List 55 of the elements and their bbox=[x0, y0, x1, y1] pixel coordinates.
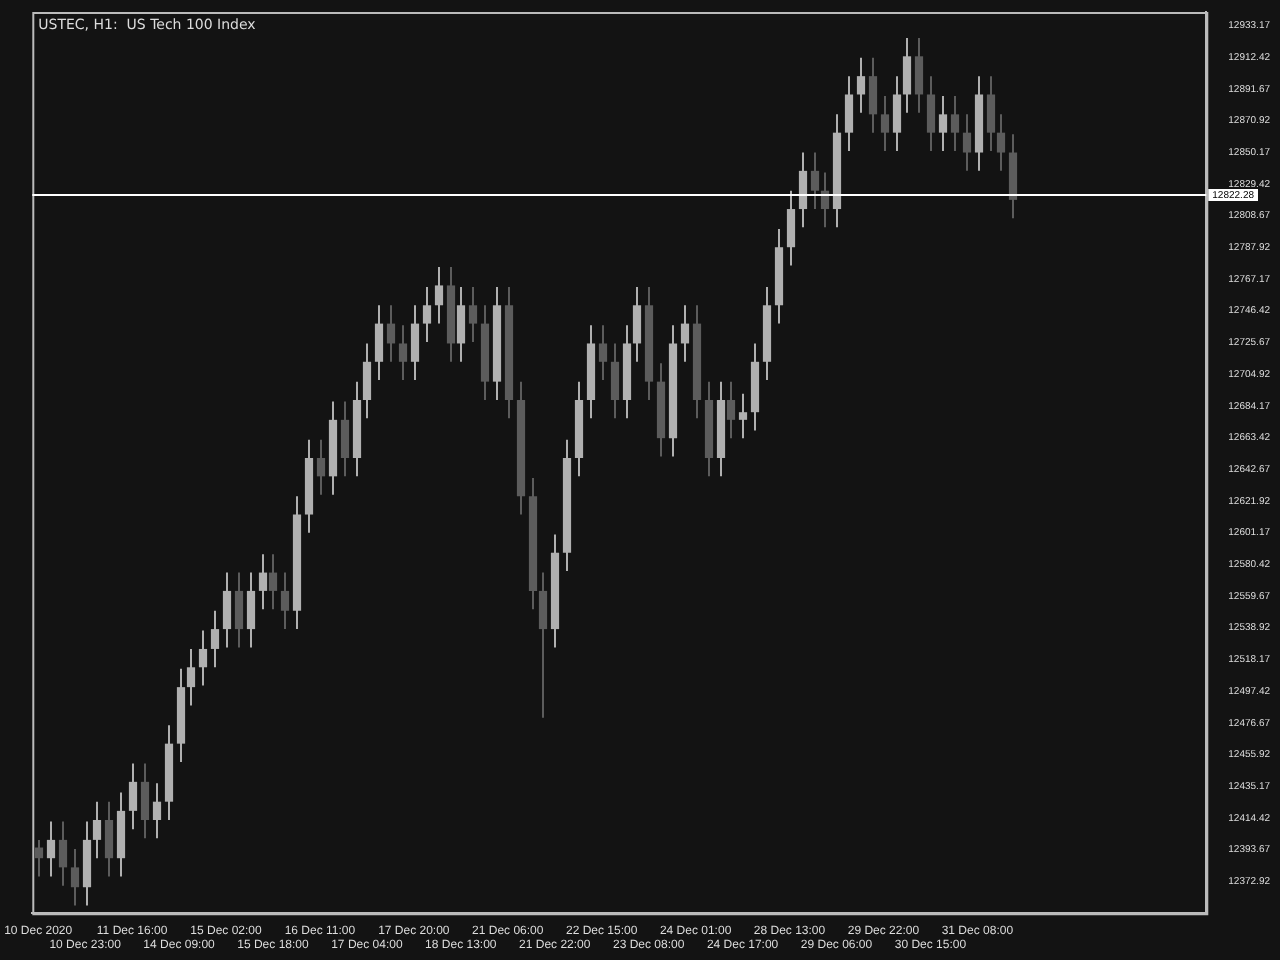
candlestick bbox=[140, 762, 150, 840]
candlestick bbox=[398, 324, 408, 382]
candlestick bbox=[268, 553, 278, 611]
candlestick bbox=[198, 629, 208, 687]
candlestick bbox=[914, 36, 924, 114]
candlestick bbox=[632, 285, 642, 363]
candlestick bbox=[926, 75, 936, 152]
candlestick bbox=[434, 266, 444, 325]
candlestick bbox=[1008, 133, 1018, 220]
candlestick bbox=[610, 342, 620, 420]
candlestick bbox=[246, 571, 256, 649]
candlestick bbox=[82, 820, 92, 907]
candlestick bbox=[880, 95, 890, 152]
candlestick bbox=[468, 285, 478, 343]
candlestick bbox=[598, 324, 608, 382]
candlestick bbox=[70, 848, 80, 907]
candlestick bbox=[258, 553, 268, 611]
candlestick bbox=[410, 304, 420, 382]
candlestick bbox=[92, 800, 102, 860]
candlestick bbox=[234, 571, 244, 649]
candlestick bbox=[810, 151, 820, 211]
candlestick bbox=[902, 36, 912, 114]
candlestick bbox=[950, 95, 960, 152]
candlestick bbox=[128, 762, 138, 831]
candlestick bbox=[186, 647, 196, 707]
candlestick bbox=[962, 113, 972, 172]
candlestick bbox=[996, 113, 1006, 172]
candlestick bbox=[738, 392, 748, 440]
candlestick bbox=[280, 571, 290, 631]
candlestick bbox=[104, 800, 114, 878]
candlestick bbox=[680, 304, 690, 363]
candlestick bbox=[340, 400, 350, 478]
candlestick bbox=[210, 609, 220, 669]
candlestick bbox=[986, 75, 996, 152]
candlestick bbox=[538, 571, 548, 719]
candlestick bbox=[46, 820, 56, 878]
candlestick bbox=[386, 304, 396, 363]
candlestick bbox=[222, 571, 232, 649]
candlestick bbox=[116, 791, 126, 878]
candlestick bbox=[316, 438, 326, 496]
candlestick bbox=[374, 304, 384, 382]
candlestick bbox=[34, 838, 44, 878]
candlestick bbox=[798, 151, 808, 229]
candlestick bbox=[786, 189, 796, 267]
candlestick bbox=[726, 380, 736, 440]
candlestick bbox=[456, 285, 466, 363]
candlestick bbox=[938, 95, 948, 152]
candlestick bbox=[892, 75, 902, 152]
candlestick bbox=[422, 285, 432, 343]
candlestick bbox=[868, 56, 878, 134]
candlestick bbox=[362, 342, 372, 420]
candlestick bbox=[152, 782, 162, 840]
candlestick bbox=[58, 820, 68, 887]
candlestick bbox=[844, 75, 854, 152]
candlestick bbox=[856, 56, 866, 114]
